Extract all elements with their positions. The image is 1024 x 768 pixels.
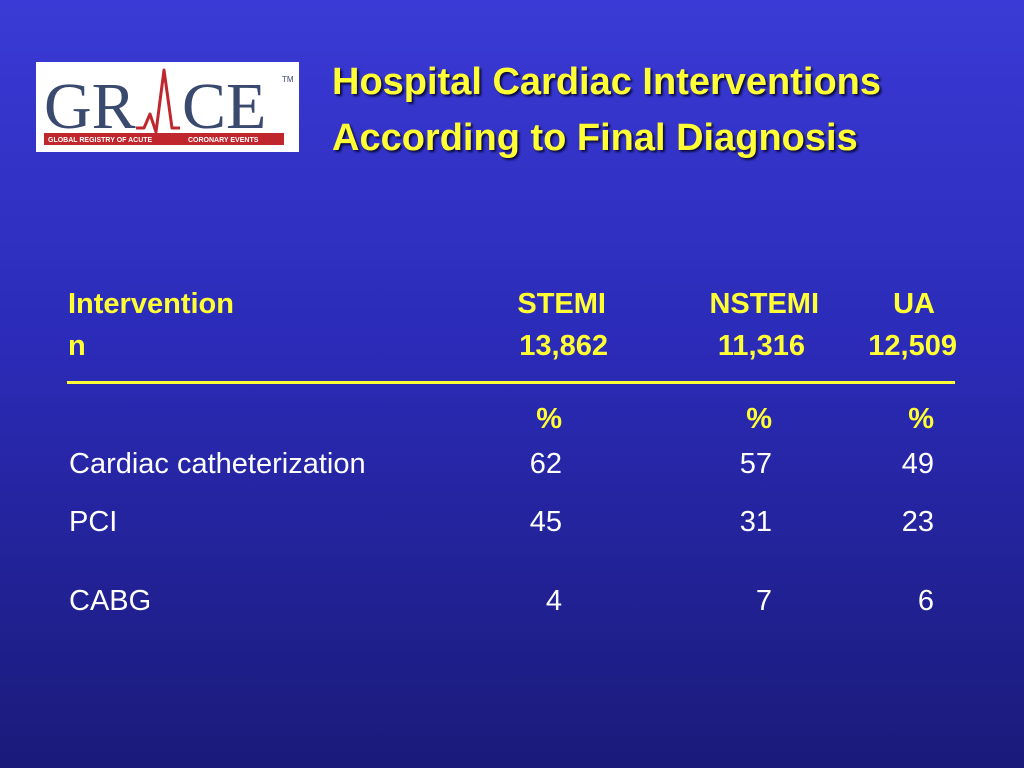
logo-word-gr: GR xyxy=(44,70,136,143)
header-n: n xyxy=(68,330,86,362)
unit-nstemi: % xyxy=(746,403,772,435)
n-stemi: 13,862 xyxy=(519,330,608,362)
cell-value: 45 xyxy=(529,506,562,538)
logo-band xyxy=(44,133,284,145)
n-nstemi: 11,316 xyxy=(717,330,805,362)
ecg-spike-icon xyxy=(136,68,180,134)
slide-title-line2: According to Final Diagnosis xyxy=(332,117,858,159)
cell-value: 23 xyxy=(901,506,934,538)
header-intervention: Intervention xyxy=(68,288,234,320)
grace-logo-graphic: GR CE TM GLOBAL REGISTRY OF ACUTE CORONA… xyxy=(44,68,294,145)
row-label: PCI xyxy=(69,506,118,538)
header-divider xyxy=(67,381,955,384)
cell-value: 4 xyxy=(545,585,562,617)
unit-stemi: % xyxy=(536,403,562,435)
logo-tagline-right: CORONARY EVENTS xyxy=(188,137,259,144)
unit-ua: % xyxy=(908,403,934,435)
cell-value: 62 xyxy=(529,448,562,480)
n-ua: 12,509 xyxy=(868,330,957,362)
cell-value: 57 xyxy=(739,448,772,480)
logo-trademark: TM xyxy=(282,75,294,84)
row-label: Cardiac catheterization xyxy=(69,448,366,480)
header-stemi: STEMI xyxy=(517,288,606,320)
header-ua: UA xyxy=(893,288,935,320)
slide-title: Hospital Cardiac Interventions According… xyxy=(332,54,881,166)
row-label: CABG xyxy=(69,585,152,617)
logo-word-ce: CE xyxy=(182,70,266,143)
cell-value: 49 xyxy=(901,448,934,480)
grace-logo: GR CE TM GLOBAL REGISTRY OF ACUTE CORONA… xyxy=(36,62,299,152)
logo-tagline-left: GLOBAL REGISTRY OF ACUTE xyxy=(48,137,153,144)
cell-value: 7 xyxy=(755,585,772,617)
slide-title-line1: Hospital Cardiac Interventions xyxy=(332,61,882,103)
cell-value: 6 xyxy=(917,585,934,617)
cell-value: 31 xyxy=(739,506,772,538)
header-nstemi: NSTEMI xyxy=(709,288,819,320)
